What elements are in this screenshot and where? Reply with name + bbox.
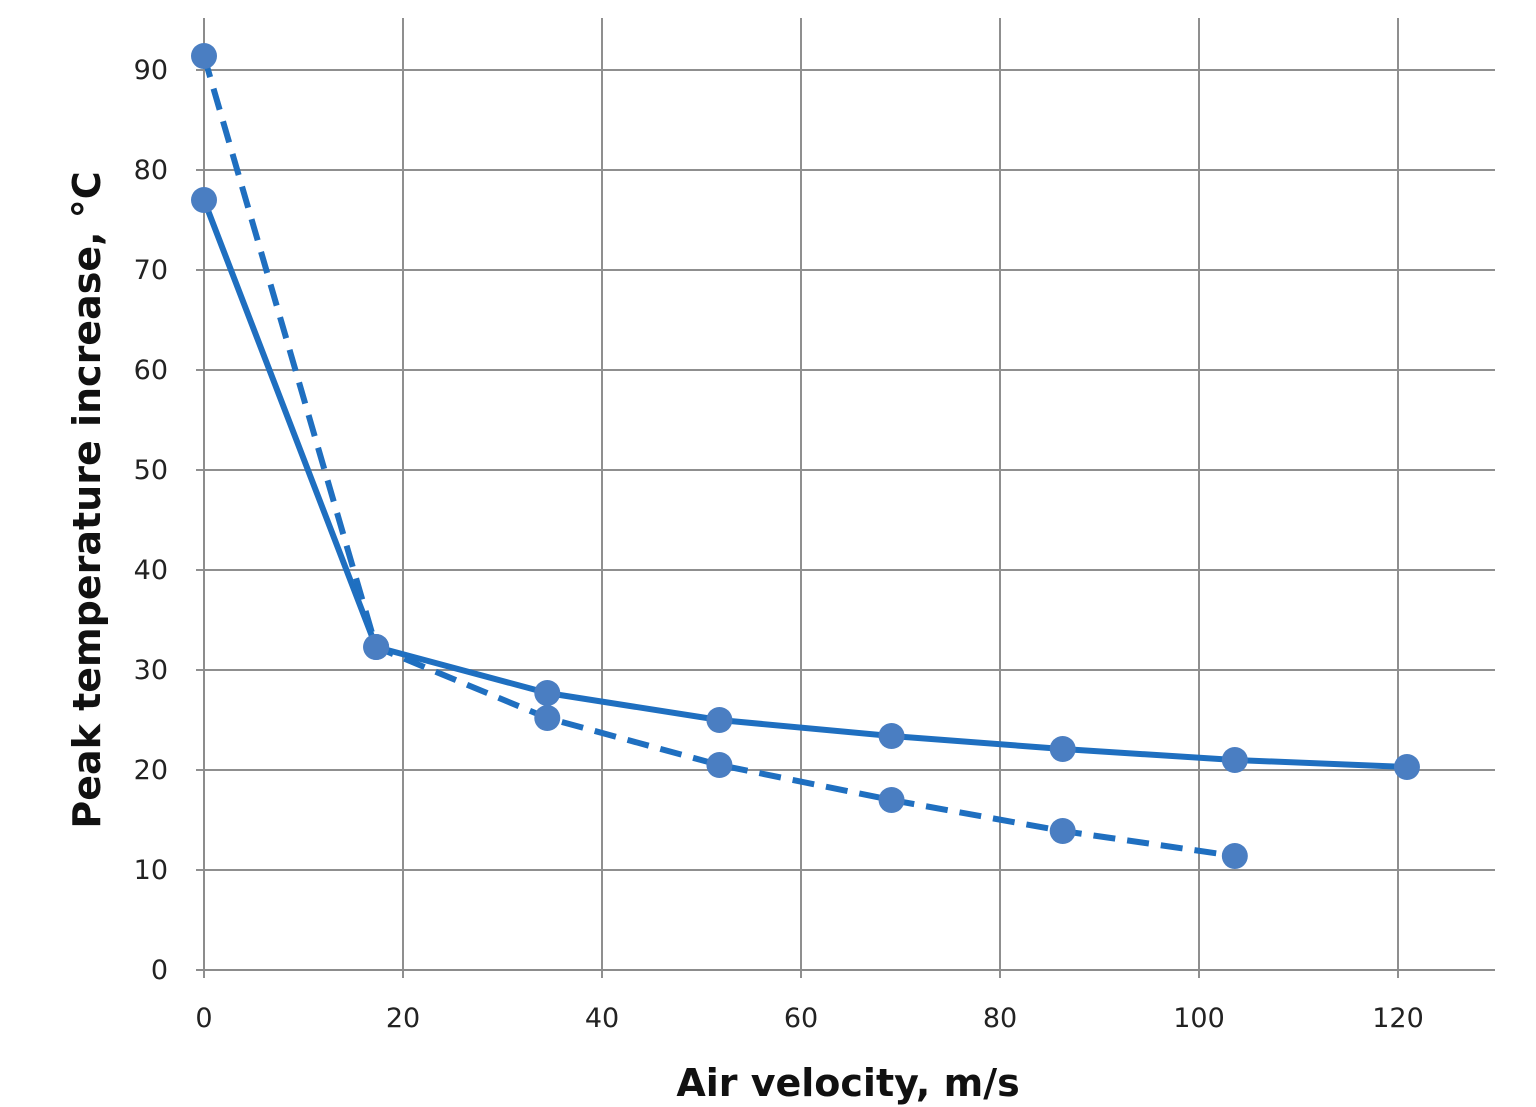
data-point-solid	[1221, 747, 1248, 773]
data-point-dashed	[363, 634, 390, 660]
y-tick-label: 20	[134, 755, 168, 786]
data-point-solid	[534, 680, 561, 706]
y-tick-label: 80	[134, 155, 168, 186]
y-tick-label: 30	[134, 655, 168, 686]
y-tick-label: 90	[134, 55, 168, 86]
data-point-solid	[1393, 754, 1420, 780]
x-axis-title: Air velocity, m/s	[676, 1061, 1019, 1105]
grid	[196, 18, 1495, 978]
data-point-dashed	[706, 752, 733, 778]
data-point-dashed	[191, 43, 217, 69]
y-tick-label: 70	[134, 255, 168, 286]
data-point-solid	[878, 723, 905, 749]
tick-labels: 0 10 20 30 40 50 60 70 80 90 0 20 40 60 80 100 120	[134, 55, 1424, 1034]
data-point-solid	[191, 187, 217, 213]
x-tick-label: 0	[195, 1003, 212, 1034]
y-tick-label: 10	[134, 855, 168, 886]
y-tick-label: 60	[134, 355, 168, 386]
x-tick-label: 40	[585, 1003, 619, 1034]
y-tick-label: 0	[151, 955, 168, 986]
data-point-solid	[706, 707, 733, 733]
data-point-dashed	[1049, 818, 1076, 844]
data-point-dashed	[534, 705, 561, 731]
y-tick-label: 40	[134, 555, 168, 586]
x-tick-label: 20	[386, 1003, 420, 1034]
series-line-dashed	[201, 55, 1236, 859]
data-point-dashed	[878, 787, 905, 813]
y-axis-title: Peak temperature increase, °C	[65, 171, 109, 828]
data-point-solid	[1049, 736, 1076, 762]
axes	[203, 18, 1495, 971]
series-line-solid	[201, 198, 1408, 770]
series-layer	[201, 55, 1408, 859]
x-tick-label: 80	[983, 1003, 1017, 1034]
data-point-dashed	[1221, 843, 1248, 869]
x-tick-label: 120	[1372, 1003, 1424, 1034]
x-tick-label: 100	[1173, 1003, 1225, 1034]
y-tick-label: 50	[134, 455, 168, 486]
x-tick-label: 60	[784, 1003, 818, 1034]
marker-layer	[191, 43, 1420, 869]
